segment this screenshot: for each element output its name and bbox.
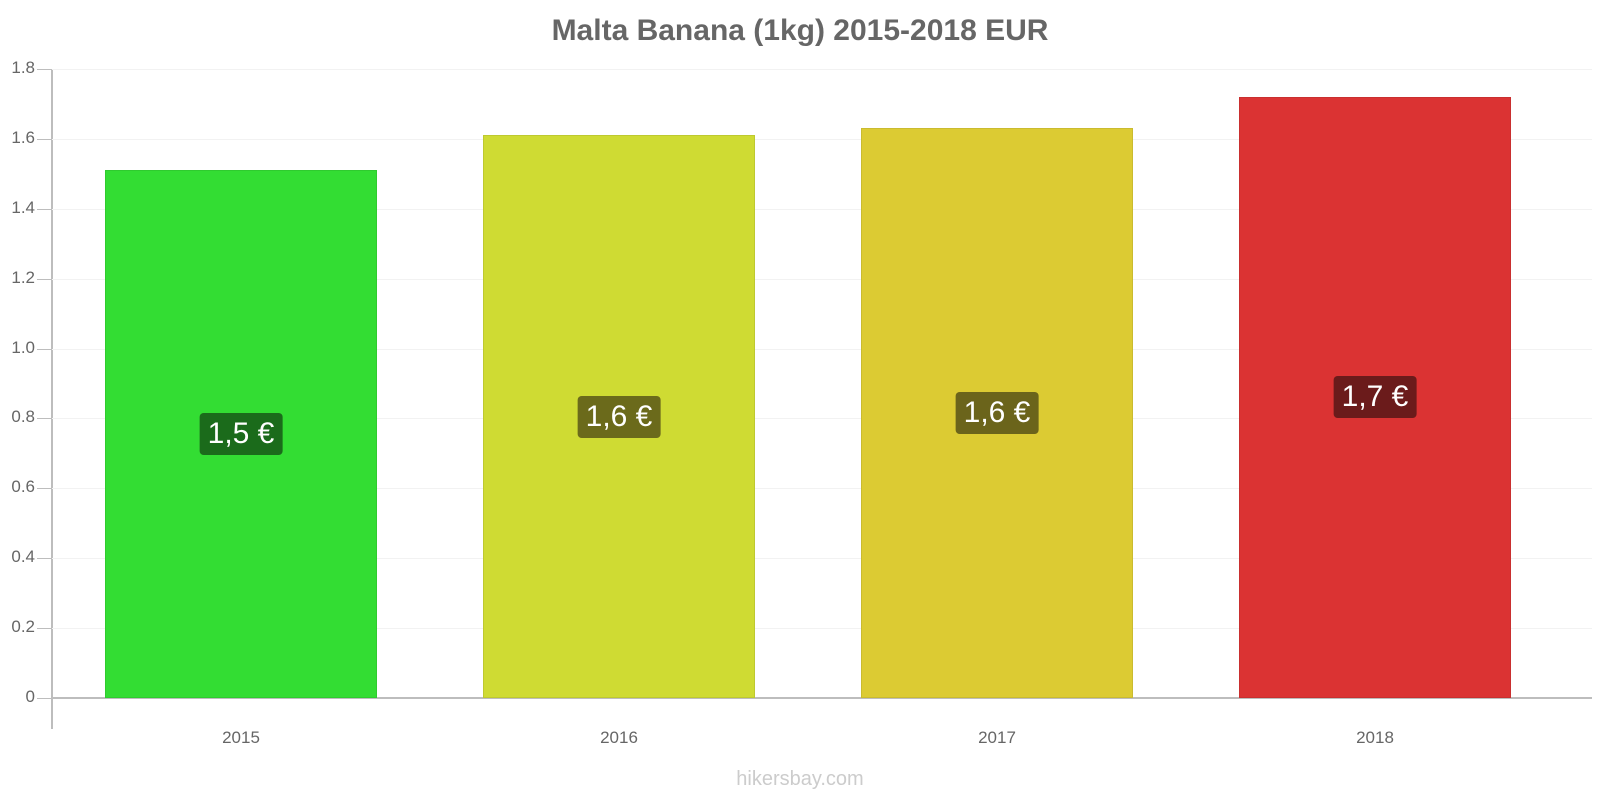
gridline [52, 209, 1592, 210]
watermark: hikersbay.com [736, 768, 864, 790]
y-tick-label: 0.8 [11, 407, 35, 426]
y-tick-label: 0 [25, 687, 35, 706]
y-tick-label: 0.2 [11, 617, 35, 636]
y-tick-mark [37, 558, 51, 559]
gridline [52, 139, 1592, 140]
y-tick-label: 1.8 [11, 58, 35, 77]
y-tick-mark [37, 488, 51, 489]
y-tick-mark [37, 698, 51, 699]
gridline [52, 279, 1592, 280]
y-tick-mark [37, 69, 51, 70]
bar-value-label: 1,5 € [199, 413, 283, 455]
y-tick-label: 0.6 [11, 477, 35, 496]
bar-value-label: 1,6 € [955, 392, 1039, 434]
bar-2015[interactable] [105, 170, 377, 698]
gridline [52, 628, 1592, 629]
y-tick-mark [37, 349, 51, 350]
gridline [52, 558, 1592, 559]
x-tick-label: 2017 [978, 728, 1016, 747]
chart-title: Malta Banana (1kg) 2015-2018 EUR [551, 14, 1049, 47]
gridline [52, 488, 1592, 489]
y-tick-mark [37, 139, 51, 140]
y-axis [51, 69, 53, 729]
y-tick-label: 0.4 [11, 547, 35, 566]
y-tick-mark [37, 418, 51, 419]
y-tick-label: 1.2 [11, 268, 35, 287]
bar-value-label: 1,7 € [1333, 376, 1417, 418]
y-tick-label: 1.0 [11, 338, 35, 357]
y-tick-mark [37, 279, 51, 280]
y-tick-mark [37, 209, 51, 210]
x-tick-label: 2018 [1356, 728, 1394, 747]
x-axis [51, 697, 1592, 699]
y-tick-label: 1.4 [11, 198, 35, 217]
y-tick-label: 1.6 [11, 128, 35, 147]
y-tick-mark [37, 628, 51, 629]
bar-value-label: 1,6 € [577, 396, 661, 438]
gridline [52, 69, 1592, 70]
x-tick-label: 2016 [600, 728, 638, 747]
gridline [52, 418, 1592, 419]
x-tick-label: 2015 [222, 728, 260, 747]
gridline [52, 349, 1592, 350]
